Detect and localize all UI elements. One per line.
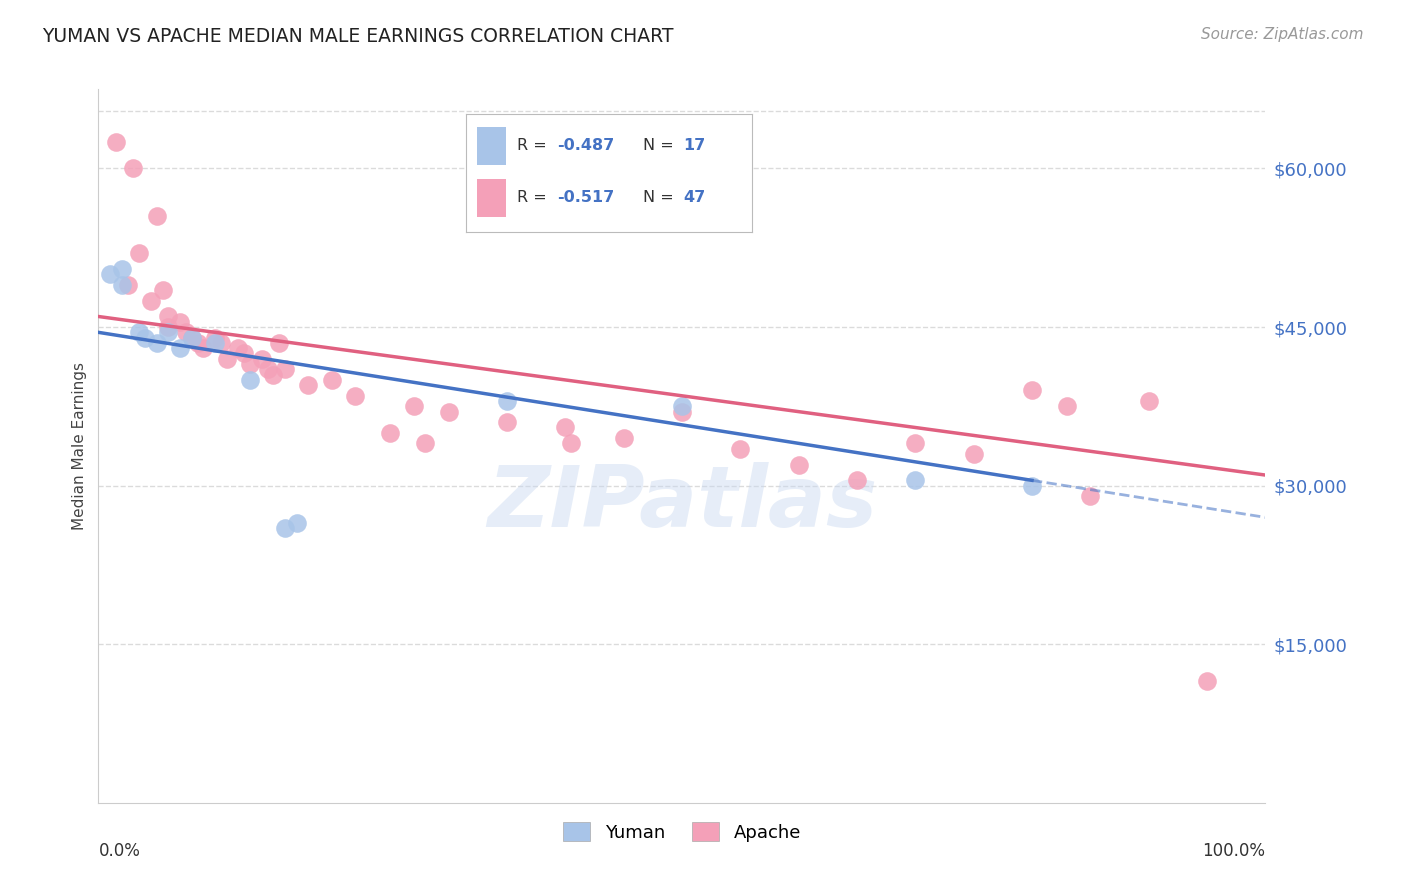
Point xyxy=(297,378,319,392)
Point xyxy=(671,400,693,414)
Point xyxy=(215,351,238,366)
Point xyxy=(402,400,425,414)
Point xyxy=(169,341,191,355)
Text: YUMAN VS APACHE MEDIAN MALE EARNINGS CORRELATION CHART: YUMAN VS APACHE MEDIAN MALE EARNINGS COR… xyxy=(42,27,673,45)
Point xyxy=(157,320,180,334)
Point xyxy=(128,246,150,260)
Point xyxy=(1137,394,1160,409)
Point xyxy=(321,373,343,387)
Point xyxy=(671,404,693,418)
Point xyxy=(846,474,869,488)
Point xyxy=(262,368,284,382)
Text: 100.0%: 100.0% xyxy=(1202,842,1265,860)
Point xyxy=(180,331,202,345)
Point xyxy=(157,326,180,340)
Point xyxy=(146,209,169,223)
Text: Source: ZipAtlas.com: Source: ZipAtlas.com xyxy=(1201,27,1364,42)
Point xyxy=(139,293,162,308)
Point xyxy=(1080,489,1102,503)
Point xyxy=(152,283,174,297)
Point xyxy=(904,436,927,450)
Point xyxy=(128,326,150,340)
Point xyxy=(250,351,273,366)
Point xyxy=(274,362,297,376)
Point xyxy=(285,516,308,530)
Point xyxy=(117,277,139,292)
Point xyxy=(1021,478,1043,492)
Point xyxy=(174,326,197,340)
Legend: Yuman, Apache: Yuman, Apache xyxy=(554,814,810,851)
Point xyxy=(98,267,121,281)
Point xyxy=(344,389,367,403)
Point xyxy=(228,341,250,355)
Point xyxy=(157,310,180,324)
Point xyxy=(437,404,460,418)
Point xyxy=(413,436,436,450)
Text: 0.0%: 0.0% xyxy=(98,842,141,860)
Point xyxy=(134,331,156,345)
Point xyxy=(180,331,202,345)
Text: ZIPatlas: ZIPatlas xyxy=(486,461,877,545)
Point xyxy=(1197,674,1219,689)
Point xyxy=(111,261,134,276)
Point xyxy=(380,425,402,440)
Point xyxy=(209,335,232,350)
Point xyxy=(560,436,582,450)
Point xyxy=(239,373,262,387)
Point xyxy=(122,161,145,176)
Point xyxy=(204,331,226,345)
Point xyxy=(1056,400,1078,414)
Y-axis label: Median Male Earnings: Median Male Earnings xyxy=(72,362,87,530)
Point xyxy=(730,442,752,456)
Point xyxy=(239,357,262,371)
Point xyxy=(904,474,927,488)
Point xyxy=(111,277,134,292)
Point xyxy=(204,335,226,350)
Point xyxy=(146,335,169,350)
Point xyxy=(169,315,191,329)
Point xyxy=(274,521,297,535)
Point xyxy=(256,362,278,376)
Point xyxy=(612,431,634,445)
Point xyxy=(1021,384,1043,398)
Point xyxy=(787,458,810,472)
Point xyxy=(554,420,576,434)
Point xyxy=(104,135,127,149)
Point xyxy=(187,335,209,350)
Point xyxy=(962,447,984,461)
Point xyxy=(193,341,215,355)
Point xyxy=(496,415,519,429)
Point xyxy=(269,335,291,350)
Point xyxy=(233,346,256,360)
Point xyxy=(496,394,519,409)
